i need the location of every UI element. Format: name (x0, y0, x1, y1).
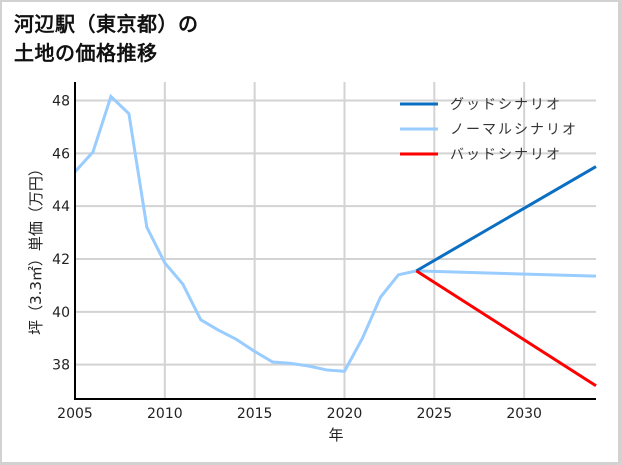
y-tick-label: 42 (52, 252, 70, 268)
y-tick-label: 46 (52, 146, 70, 162)
x-tick-label: 2005 (57, 406, 93, 422)
chart-title-line-1: 河辺駅（東京都）の (14, 12, 199, 36)
y-tick-label: 40 (52, 305, 70, 321)
x-tick-label: 2010 (147, 406, 183, 422)
x-tick-label: 2020 (327, 406, 363, 422)
legend-label: ノーマルシナリオ (450, 122, 578, 138)
data-lines (73, 93, 597, 388)
y-tick-label: 48 (52, 93, 70, 109)
good-scenario-line (415, 165, 597, 273)
x-tick-label: 2030 (506, 406, 542, 422)
y-axis-label: 坪（3.3㎡）単価（万円） (27, 161, 45, 335)
x-axis-ticks: 2005 2010 2015 2020 2025 2030 (57, 406, 542, 422)
bad-scenario-line (415, 269, 597, 388)
legend-label: グッドシナリオ (450, 97, 562, 113)
chart-title-line-2: 土地の価格推移 (14, 41, 158, 65)
x-tick-label: 2015 (237, 406, 273, 422)
x-axis-label: 年 (328, 426, 343, 444)
legend-label: バッドシナリオ (450, 147, 562, 163)
y-tick-label: 38 (52, 358, 70, 374)
normal-scenario-line (73, 93, 597, 373)
chart-title: 河辺駅（東京都）の 土地の価格推移 (14, 10, 199, 68)
y-tick-label: 44 (52, 199, 70, 215)
x-tick-label: 2025 (416, 406, 452, 422)
y-axis-ticks: 38 40 42 44 46 48 (52, 93, 70, 373)
axes (74, 82, 596, 400)
